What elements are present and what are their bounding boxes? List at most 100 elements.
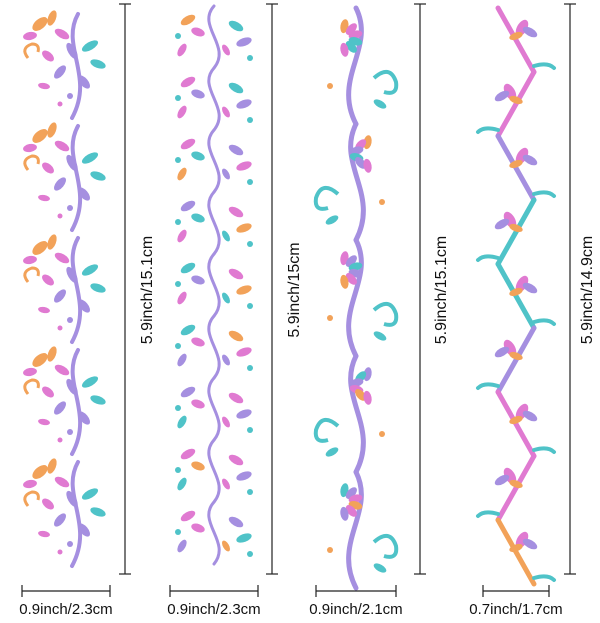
stencil-4-width-label: 0.7inch/1.7cm [469, 601, 562, 618]
petal-shape [325, 447, 339, 457]
dot-shape [247, 303, 253, 309]
tulip-petal-shape [494, 90, 510, 102]
petal-shape [222, 540, 230, 552]
petal-shape [78, 523, 90, 537]
stencil-4-height-label: 5.9inch/14.9cm [579, 236, 596, 345]
petal-shape [228, 454, 244, 466]
petal-shape [47, 10, 57, 26]
petal-shape [363, 135, 372, 150]
tulip-petal-shape [494, 218, 510, 230]
stencil-3-height-label: 5.9inch/15.1cm [433, 236, 450, 345]
petal-shape [32, 17, 48, 31]
dot-shape [175, 529, 181, 535]
petal-shape [236, 347, 252, 357]
petal-shape [54, 364, 70, 376]
petal-shape [66, 154, 78, 172]
petal-shape [66, 266, 78, 284]
dot-shape [379, 431, 385, 437]
petal-shape [348, 262, 363, 271]
dot-shape [175, 405, 181, 411]
petal-shape [228, 20, 244, 32]
petal-shape [54, 140, 70, 152]
stencil-3-width-dimension: 0.9inch/2.1cm [309, 585, 403, 618]
dot-shape [175, 281, 181, 287]
petal-shape [180, 138, 196, 150]
petal-shape [373, 563, 387, 573]
petal-shape [177, 477, 187, 491]
petal-shape [191, 213, 205, 223]
leaf-shape [532, 190, 556, 198]
petal-shape [177, 167, 187, 181]
petal-shape [32, 465, 48, 479]
petal-shape [222, 168, 230, 180]
leaf-shape [476, 382, 500, 390]
petal-shape [228, 206, 244, 218]
petal-shape [90, 283, 106, 293]
petal-shape [228, 144, 244, 156]
stencil-4-height-dimension: 5.9inch/14.9cm [564, 3, 596, 575]
petal-shape [23, 31, 37, 41]
petal-shape [54, 476, 70, 488]
petal-shape [47, 458, 57, 474]
stem-shape [207, 66, 221, 132]
curl-shape [23, 42, 40, 59]
stem-shape [207, 252, 221, 318]
petal-shape [177, 105, 187, 119]
petal-shape [32, 241, 48, 255]
stem-shape [346, 5, 364, 127]
swirl-shape [313, 186, 340, 211]
dot-shape [67, 317, 73, 323]
stem-shape [346, 469, 364, 591]
petal-shape [222, 44, 230, 56]
dot-shape [67, 93, 73, 99]
petal-shape [66, 490, 78, 508]
petal-shape [349, 378, 364, 387]
stencil-1-pattern [23, 10, 106, 568]
petal-shape [32, 129, 48, 143]
tulip-petal-shape [494, 474, 510, 486]
petal-shape [38, 194, 50, 202]
stem-shape [495, 389, 537, 459]
stem-shape [495, 325, 537, 395]
petal-shape [191, 461, 205, 471]
stem-shape [70, 348, 83, 456]
petal-shape [345, 505, 357, 517]
petal-shape [222, 106, 230, 118]
stem-shape [207, 128, 221, 194]
dot-shape [175, 467, 181, 473]
stem-shape [70, 12, 83, 120]
dot-shape [379, 199, 385, 205]
petal-shape [180, 76, 196, 88]
petal-shape [228, 392, 244, 404]
petal-shape [180, 324, 196, 336]
petal-shape [191, 399, 205, 409]
petal-shape [54, 513, 66, 527]
curl-shape [23, 490, 40, 507]
stem-shape [207, 438, 221, 504]
dot-shape [175, 219, 181, 225]
petal-shape [177, 415, 187, 429]
petal-shape [90, 395, 106, 405]
stem-shape [495, 517, 537, 587]
dot-shape [327, 547, 333, 553]
petal-shape [177, 539, 187, 553]
tulip-petal-shape [509, 543, 523, 553]
petal-shape [363, 158, 372, 173]
tulip-petal-shape [509, 351, 523, 361]
stem-shape [70, 460, 83, 568]
dot-shape [175, 157, 181, 163]
petal-shape [363, 367, 372, 382]
swirl-shape [372, 302, 399, 327]
petal-shape [32, 353, 48, 367]
petal-shape [191, 337, 205, 347]
swirl-shape [313, 418, 340, 443]
dot-shape [57, 325, 63, 331]
stem-shape [346, 237, 364, 359]
leaf-shape [532, 62, 556, 70]
dot-shape [175, 95, 181, 101]
petal-shape [236, 533, 252, 543]
petal-shape [363, 390, 372, 405]
stem-shape [495, 261, 537, 331]
petal-shape [222, 230, 230, 242]
petal-shape [90, 507, 106, 517]
